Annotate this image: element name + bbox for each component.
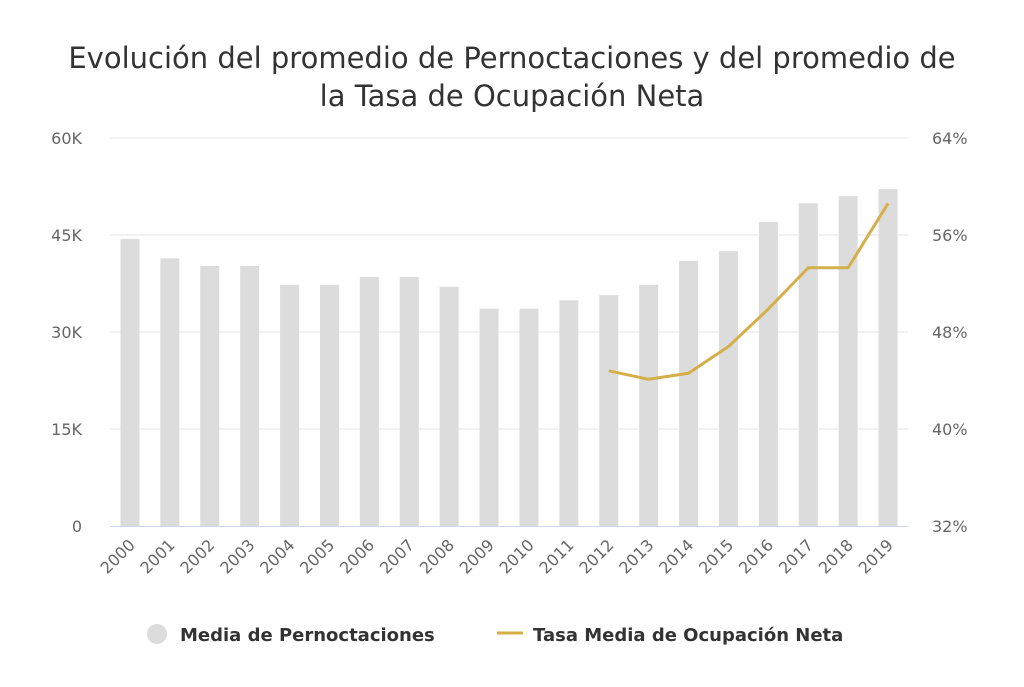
x-axis-tick-label: 2010 bbox=[496, 535, 538, 577]
left-axis-tick-label: 30K bbox=[51, 323, 82, 342]
bar-2018 bbox=[839, 196, 858, 526]
x-axis-tick-label: 2016 bbox=[735, 535, 777, 577]
bar-2016 bbox=[759, 222, 778, 526]
x-axis-tick-label: 2001 bbox=[136, 535, 178, 577]
chart-title-line1: Evolución del promedio de Pernoctaciones… bbox=[68, 41, 955, 75]
x-axis-tick-label: 2012 bbox=[575, 535, 617, 577]
x-axis-tick-label: 2004 bbox=[256, 535, 298, 577]
x-axis-tick-label: 2008 bbox=[416, 535, 458, 577]
bar-2003 bbox=[240, 266, 259, 526]
bar-2000 bbox=[120, 239, 139, 526]
bar-2010 bbox=[519, 309, 538, 526]
bar-2011 bbox=[559, 300, 578, 526]
left-axis-tick-label: 15K bbox=[51, 420, 82, 439]
right-axis-tick-label: 64% bbox=[932, 129, 968, 148]
bar-2019 bbox=[879, 189, 898, 526]
x-axis-tick-label: 2013 bbox=[615, 535, 657, 577]
right-axis-tick-label: 56% bbox=[932, 226, 968, 245]
x-axis-tick-label: 2006 bbox=[336, 535, 378, 577]
x-axis-tick-label: 2018 bbox=[815, 535, 857, 577]
legend-label-tasa[interactable]: Tasa Media de Ocupación Neta bbox=[533, 625, 843, 646]
bar-2006 bbox=[360, 277, 379, 526]
x-axis-tick-label: 2007 bbox=[376, 535, 418, 577]
bar-2008 bbox=[440, 287, 459, 526]
bar-2005 bbox=[320, 285, 339, 526]
bar-2007 bbox=[400, 277, 419, 526]
left-axis-tick-label: 0 bbox=[72, 517, 82, 536]
bar-2014 bbox=[679, 261, 698, 526]
x-axis-tick-label: 2000 bbox=[97, 535, 139, 577]
bar-2013 bbox=[639, 285, 658, 526]
left-axis-tick-label: 60K bbox=[51, 129, 82, 148]
x-axis-tick-label: 2014 bbox=[655, 535, 697, 577]
x-axis-tick-label: 2017 bbox=[775, 535, 817, 577]
bar-2012 bbox=[599, 295, 618, 526]
x-axis-tick-label: 2005 bbox=[296, 535, 338, 577]
left-axis-tick-label: 45K bbox=[51, 226, 82, 245]
bar-2002 bbox=[200, 266, 219, 526]
x-axis-tick-label: 2015 bbox=[695, 535, 737, 577]
right-axis-tick-label: 40% bbox=[932, 420, 968, 439]
bar-series bbox=[120, 189, 897, 526]
bar-2004 bbox=[280, 285, 299, 526]
gridlines bbox=[110, 138, 908, 429]
x-axis-tick-label: 2002 bbox=[176, 535, 218, 577]
axes: 0 15K 30K 45K 60K 32% 40% 48% 56% 64% 200020012002… bbox=[51, 129, 967, 578]
bar-2009 bbox=[480, 309, 499, 526]
legend-label-pernoctaciones[interactable]: Media de Pernoctaciones bbox=[180, 625, 435, 646]
legend-marker-pernoctaciones bbox=[147, 624, 167, 644]
x-axis-tick-label: 2011 bbox=[535, 535, 577, 577]
chart-title-line2: la Tasa de Ocupación Neta bbox=[320, 79, 705, 113]
x-axis-tick-label: 2009 bbox=[456, 535, 498, 577]
right-axis-tick-label: 48% bbox=[932, 323, 968, 342]
bar-2015 bbox=[719, 251, 738, 526]
x-axis-tick-label: 2019 bbox=[855, 535, 897, 577]
bar-2017 bbox=[799, 203, 818, 526]
right-axis-tick-label: 32% bbox=[932, 517, 968, 536]
legend[interactable]: Media de Pernoctaciones Tasa Media de Oc… bbox=[147, 624, 843, 646]
bar-2001 bbox=[160, 258, 179, 526]
x-axis-tick-label: 2003 bbox=[216, 535, 258, 577]
